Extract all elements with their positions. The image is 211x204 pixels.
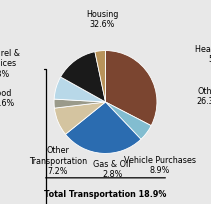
Wedge shape [54, 77, 106, 102]
Text: Gas & Oil
2.8%: Gas & Oil 2.8% [93, 160, 131, 179]
Wedge shape [61, 52, 106, 102]
Text: Other
26.3%: Other 26.3% [196, 87, 211, 106]
Wedge shape [95, 51, 106, 102]
Wedge shape [65, 102, 141, 153]
Text: Housing
32.6%: Housing 32.6% [86, 10, 118, 29]
Text: Health Care
5.3%: Health Care 5.3% [195, 45, 211, 64]
Text: Food
13.6%: Food 13.6% [0, 89, 15, 108]
Wedge shape [54, 99, 106, 108]
Wedge shape [106, 102, 151, 139]
Text: Apparel &
Services
3.3%: Apparel & Services 3.3% [0, 49, 20, 79]
Text: Vehicle Purchases
8.9%: Vehicle Purchases 8.9% [124, 156, 196, 175]
Text: Other
Transportation
7.2%: Other Transportation 7.2% [29, 146, 87, 176]
Wedge shape [54, 102, 106, 134]
Text: Total Transportation 18.9%: Total Transportation 18.9% [44, 190, 167, 199]
Wedge shape [106, 51, 157, 126]
